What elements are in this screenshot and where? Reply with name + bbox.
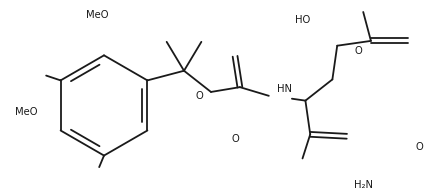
Text: O: O [195, 91, 203, 101]
Text: O: O [415, 142, 423, 152]
Text: HO: HO [295, 15, 310, 25]
Text: H₂N: H₂N [354, 180, 373, 190]
Text: O: O [231, 134, 239, 144]
Text: HN: HN [276, 84, 292, 94]
Text: O: O [354, 46, 362, 56]
Text: MeO: MeO [15, 107, 37, 117]
Text: MeO: MeO [86, 10, 109, 20]
